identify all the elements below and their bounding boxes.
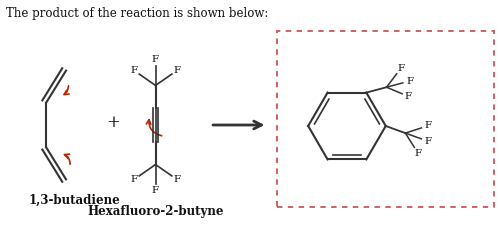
FancyArrowPatch shape	[64, 86, 69, 94]
Text: F: F	[130, 66, 138, 75]
Text: F: F	[406, 76, 413, 86]
Text: F: F	[130, 175, 138, 184]
Text: F: F	[152, 55, 159, 64]
Text: Hexafluoro-2-butyne: Hexafluoro-2-butyne	[88, 205, 224, 218]
Text: The product of the reaction is shown below:: The product of the reaction is shown bel…	[6, 7, 268, 20]
Text: +: +	[106, 114, 120, 131]
FancyArrowPatch shape	[64, 154, 70, 164]
FancyArrowPatch shape	[146, 120, 162, 136]
Text: F: F	[424, 137, 432, 146]
Text: F: F	[152, 186, 159, 195]
Text: 1,3-butadiene: 1,3-butadiene	[28, 194, 120, 207]
Bar	[278, 31, 494, 206]
Text: F: F	[424, 121, 432, 130]
Text: F: F	[414, 149, 422, 158]
Text: F: F	[174, 175, 180, 184]
Text: F: F	[174, 66, 180, 75]
Text: F: F	[398, 64, 404, 73]
Text: F: F	[405, 92, 412, 101]
